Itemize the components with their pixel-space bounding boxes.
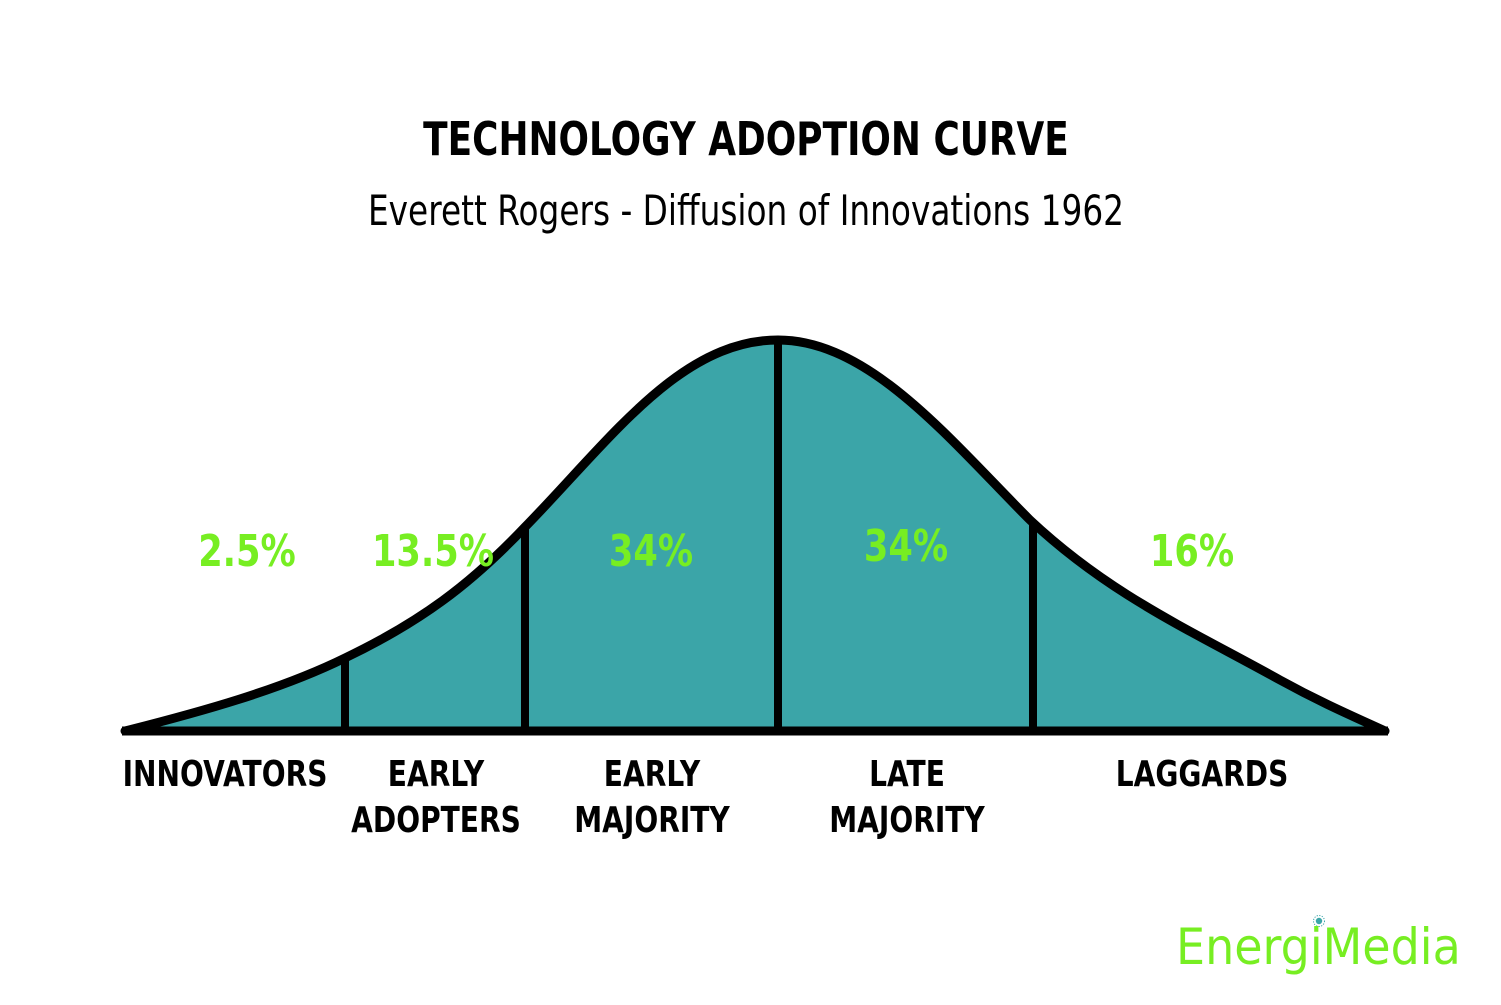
diagram-subtitle: Everett Rogers - Diffusion of Innovation… (367, 186, 1125, 235)
label-early-majority-line1: EARLY (603, 754, 701, 795)
label-laggards: LAGGARDS (1101, 752, 1304, 798)
label-late-majority-line2: MAJORITY (829, 800, 985, 841)
label-early-majority: EARLY MAJORITY (551, 752, 754, 844)
diagram-title: TECHNOLOGY ADOPTION CURVE (423, 112, 1069, 166)
label-laggards-line1: LAGGARDS (1115, 754, 1289, 795)
percent-innovators: 2.5% (198, 526, 296, 577)
label-innovators: INNOVATORS (122, 752, 328, 798)
label-early-adopters-line1: EARLY (387, 754, 485, 795)
label-innovators-line1: INNOVATORS (122, 754, 328, 795)
percent-laggards: 16% (1149, 526, 1235, 577)
percent-late-majority: 34% (863, 521, 949, 572)
logo-sun-icon (1313, 915, 1325, 927)
energimedia-logo: EnergiMedia (1176, 918, 1461, 976)
percent-early-adopters: 13.5% (371, 526, 495, 577)
label-late-majority: LATE MAJORITY (806, 752, 1009, 844)
label-early-majority-line2: MAJORITY (574, 800, 730, 841)
label-early-adopters-line2: ADOPTERS (351, 800, 521, 841)
label-late-majority-line1: LATE (869, 754, 945, 795)
percent-early-majority: 34% (608, 526, 694, 577)
label-early-adopters: EARLY ADOPTERS (335, 752, 538, 844)
